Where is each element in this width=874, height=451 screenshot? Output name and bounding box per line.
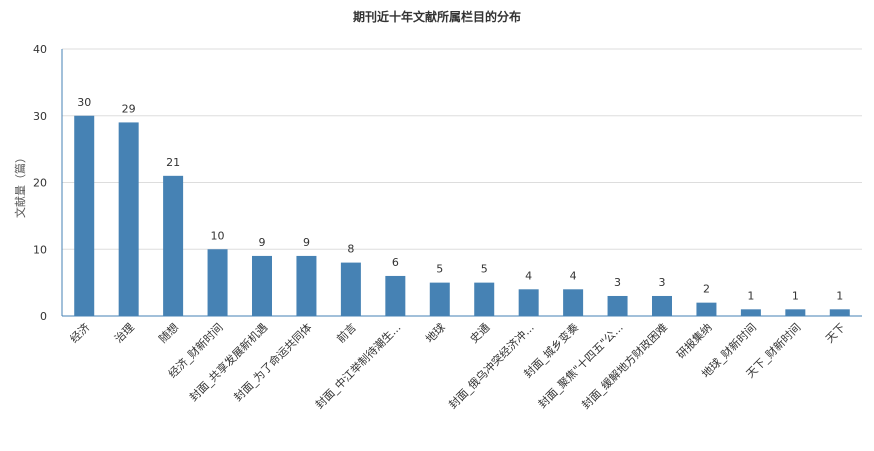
bar xyxy=(740,309,761,316)
value-label: 30 xyxy=(77,96,91,109)
y-tick-label: 20 xyxy=(33,177,47,190)
value-label: 5 xyxy=(481,263,488,276)
value-label: 5 xyxy=(436,263,443,276)
y-axis-label: 文献量（篇） xyxy=(13,152,27,218)
value-label: 4 xyxy=(525,269,532,282)
bar xyxy=(652,295,672,316)
chart-title: 期刊近十年文献所属栏目的分布 xyxy=(353,9,521,24)
category-label: 天下 xyxy=(823,321,848,346)
category-label: 前言 xyxy=(334,320,359,345)
value-label: 3 xyxy=(614,276,621,289)
value-label: 9 xyxy=(259,236,266,249)
bar xyxy=(429,282,450,316)
category-label: 经济 xyxy=(67,320,92,345)
bar xyxy=(607,295,628,316)
bar xyxy=(385,275,406,316)
bar xyxy=(474,282,495,316)
bar xyxy=(696,302,717,316)
category-label: 封面_为了命运共同体 xyxy=(231,320,315,404)
bar xyxy=(785,309,806,316)
category-label: 治理 xyxy=(111,320,136,345)
value-label: 1 xyxy=(792,289,799,302)
bar xyxy=(340,262,361,316)
category-label: 封面_聚焦"十四五"公... xyxy=(535,320,626,411)
category-label: 封面_共享发展新机遇 xyxy=(186,320,270,404)
value-label: 1 xyxy=(747,289,754,302)
category-label: 封面_中江举制待潮生... xyxy=(312,320,403,411)
bar xyxy=(163,175,184,316)
value-label: 6 xyxy=(392,256,399,269)
bar xyxy=(296,255,317,316)
bar xyxy=(563,289,584,316)
value-label: 8 xyxy=(347,243,354,256)
bar xyxy=(74,115,95,316)
bar xyxy=(207,249,228,316)
y-tick-label: 40 xyxy=(33,43,47,56)
y-tick-label: 0 xyxy=(40,310,47,323)
category-label: 地球 xyxy=(422,320,447,345)
bar xyxy=(829,309,850,316)
bars xyxy=(74,115,850,316)
value-label: 1 xyxy=(836,289,843,302)
y-tick-label: 10 xyxy=(33,243,47,256)
value-label: 21 xyxy=(166,156,180,169)
value-label: 4 xyxy=(570,269,577,282)
category-label: 史通 xyxy=(468,321,493,346)
grid-lines xyxy=(62,48,862,250)
bar xyxy=(118,122,139,316)
y-tick-label: 30 xyxy=(33,110,47,123)
category-label: 封面_俄乌冲突经济冲... xyxy=(446,320,537,411)
bar xyxy=(252,255,272,316)
category-label: 封面_缓解地方财政困难 xyxy=(579,320,671,412)
value-label: 9 xyxy=(303,236,310,249)
value-label: 2 xyxy=(703,283,710,296)
category-label: 研报集纳 xyxy=(674,320,715,361)
value-label: 3 xyxy=(659,276,666,289)
value-label: 10 xyxy=(211,229,225,242)
bar xyxy=(518,289,539,316)
y-axis-ticks: 0 10 20 30 40 xyxy=(33,43,47,323)
value-label: 29 xyxy=(122,102,136,115)
category-label: 随想 xyxy=(156,320,181,345)
